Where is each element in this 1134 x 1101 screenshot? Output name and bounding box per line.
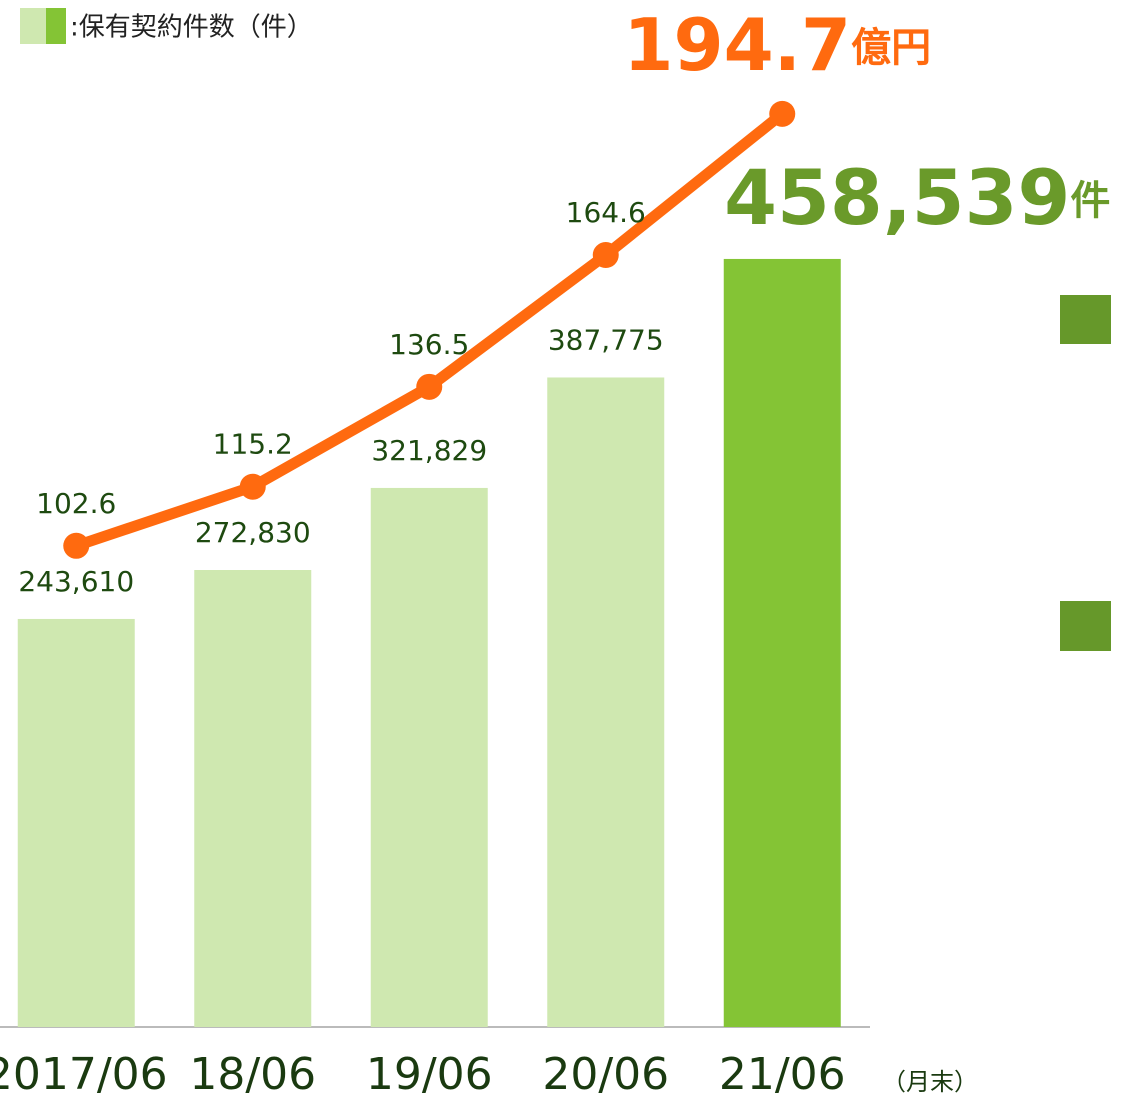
- unit: 件: [1070, 178, 1110, 224]
- line-marker: [769, 100, 796, 127]
- line-value-label: 115.2: [213, 428, 293, 461]
- bar: [17, 618, 135, 1027]
- value: 458,539: [724, 153, 1070, 242]
- line-value-label-highlight: 194.7億円: [623, 2, 931, 86]
- bar-value-label: 272,830: [195, 516, 311, 549]
- x-tick-label: 19/06: [366, 1049, 493, 1100]
- legend-label: :保有契約件数（件）: [70, 13, 313, 43]
- value: 194.7: [623, 2, 851, 86]
- line-value-label: 136.5: [389, 328, 469, 361]
- legend-swatch: [46, 8, 66, 44]
- line-marker: [239, 473, 266, 500]
- x-tick-label: 20/06: [542, 1049, 669, 1100]
- line-marker: [63, 532, 90, 559]
- bar: [723, 258, 841, 1028]
- bar-value-label: 387,775: [548, 323, 664, 356]
- line-value-label: 164.6: [566, 196, 646, 229]
- legend-swatch: [20, 8, 46, 44]
- line-marker: [592, 242, 619, 269]
- bar: [547, 377, 665, 1027]
- x-tick-label: 21/06: [719, 1049, 846, 1100]
- bar-value-label-highlight: 458,539件: [724, 153, 1110, 242]
- line-value-label: 102.6: [36, 487, 116, 520]
- x-tick-label: 2017/06: [0, 1049, 168, 1100]
- line-marker: [416, 373, 443, 400]
- bar: [370, 487, 488, 1028]
- x-tick-label: 18/06: [189, 1049, 316, 1100]
- unit: 億円: [851, 25, 931, 71]
- bar: [194, 570, 312, 1027]
- decoration: [1060, 601, 1111, 651]
- decoration: [1060, 295, 1111, 344]
- bar-value-label: 321,829: [371, 434, 487, 467]
- x-suffix: （月末）: [882, 1068, 978, 1096]
- bar-value-label: 243,610: [18, 565, 134, 598]
